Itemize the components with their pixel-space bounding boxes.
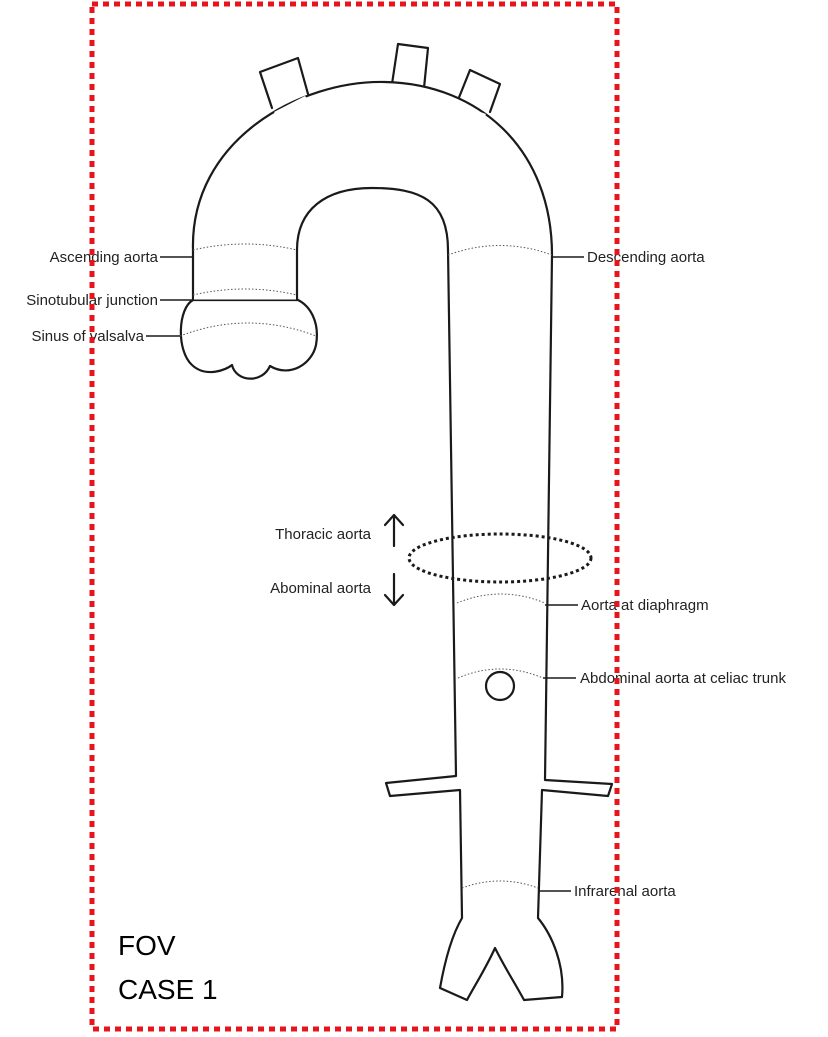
label-abdominal-aorta: Abominal aorta <box>270 580 372 597</box>
brachiocephalic-branch <box>258 56 310 110</box>
label-celiac-trunk: Abdominal aorta at celiac trunk <box>580 670 786 687</box>
aorta-outline <box>191 80 614 1002</box>
ring-celiac <box>457 668 544 679</box>
label-infrarenal-aorta: Infrarenal aorta <box>574 883 676 900</box>
ring-ascending <box>192 243 298 251</box>
ring-sinotubular <box>192 288 298 296</box>
ring-diaphragm <box>456 593 546 604</box>
label-aorta-at-diaphragm: Aorta at diaphragm <box>581 597 709 614</box>
celiac-trunk-origin <box>484 670 516 702</box>
ring-infrarenal <box>461 880 539 889</box>
ring-descending <box>447 245 553 256</box>
label-thoracic-aorta: Thoracic aorta <box>275 526 372 543</box>
arrow-down-icon <box>383 572 405 607</box>
label-descending-aorta: Descending aorta <box>587 249 705 266</box>
label-sinus-of-valsalva: Sinus of valsalva <box>31 328 144 345</box>
label-ascending-aorta: Ascending aorta <box>50 249 159 266</box>
diaphragm-ring <box>407 532 593 584</box>
label-sinotubular-junction: Sinotubular junction <box>26 292 158 309</box>
ring-sinus <box>179 322 317 337</box>
fov-box <box>89 1 620 1032</box>
caption-fov: FOV <box>118 930 176 961</box>
sinus-of-valsalva-bulb <box>179 298 318 380</box>
arrow-up-icon <box>383 513 405 548</box>
left-carotid-branch <box>390 42 430 90</box>
left-subclavian-branch <box>456 68 502 114</box>
caption-case: CASE 1 <box>118 974 218 1005</box>
